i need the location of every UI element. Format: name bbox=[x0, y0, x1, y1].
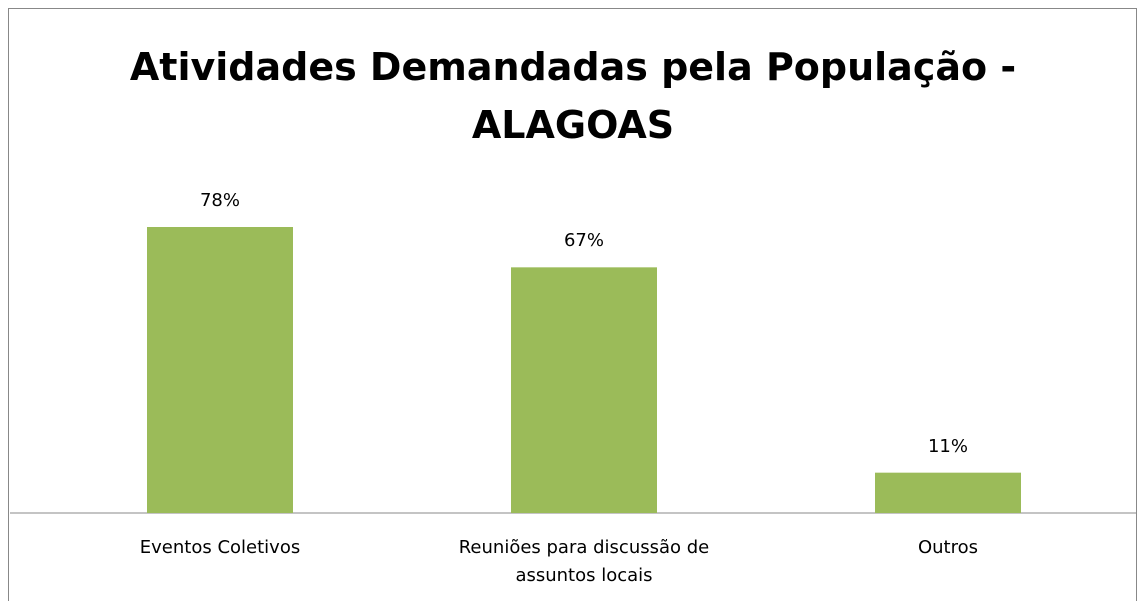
chart-title: Atividades Demandadas pela População - A… bbox=[129, 45, 1017, 147]
bar bbox=[875, 472, 1021, 513]
chart-frame bbox=[8, 8, 1137, 601]
bar bbox=[147, 227, 293, 513]
x-tick-label: Eventos Coletivos bbox=[139, 537, 301, 558]
x-tick-label: Reuniões para discussão de assuntos loca… bbox=[458, 537, 710, 586]
value-label: 67% bbox=[563, 230, 604, 252]
value-label: 78% bbox=[199, 190, 240, 211]
value-label: 11% bbox=[927, 435, 968, 457]
x-tick-label: Outros bbox=[917, 537, 979, 558]
bar bbox=[511, 267, 657, 513]
